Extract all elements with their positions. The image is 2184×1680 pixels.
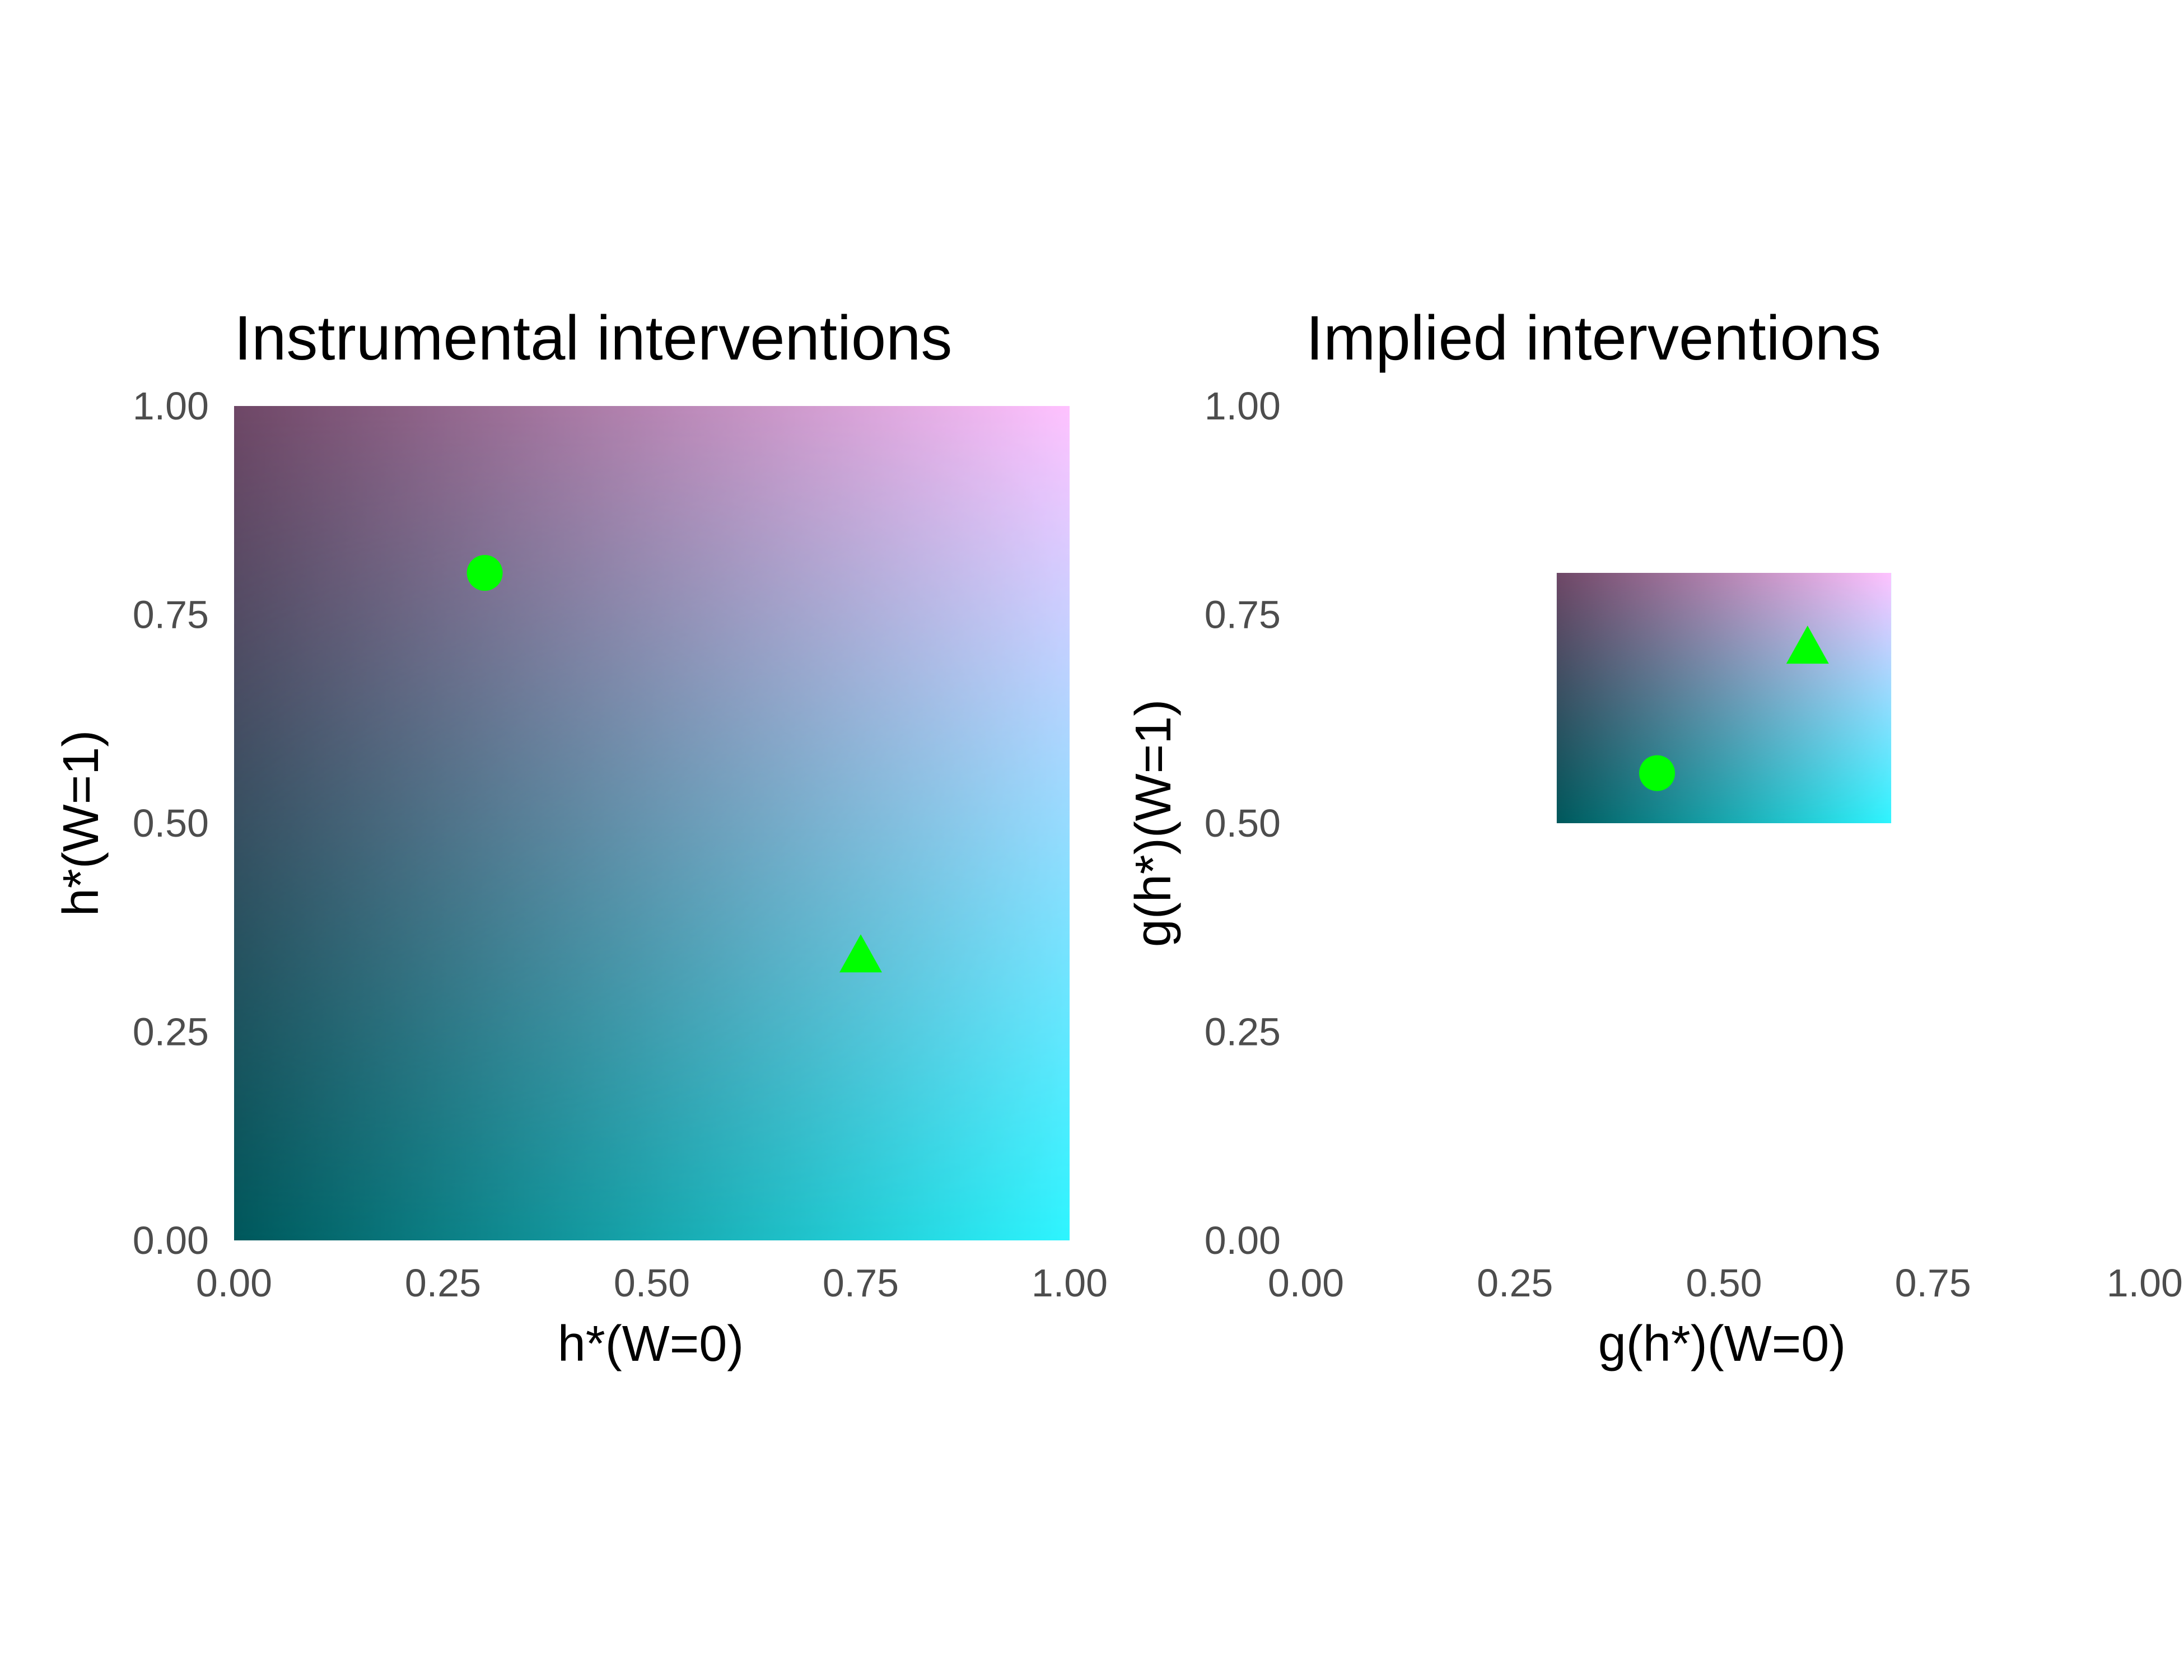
color-region-overlay bbox=[234, 406, 1070, 1240]
y-tick-label: 1.00 bbox=[133, 384, 209, 428]
color-region-overlay bbox=[1556, 573, 1892, 823]
x-tick-labels: 0.00 0.25 0.50 0.75 1.00 bbox=[196, 1261, 1108, 1305]
y-tick-label: 0.25 bbox=[133, 1010, 209, 1054]
y-axis-label: h*(W=1) bbox=[53, 730, 109, 917]
x-axis-label: g(h*)(W=0) bbox=[1598, 1316, 1846, 1372]
y-tick-label: 0.50 bbox=[133, 801, 209, 845]
y-axis-label: g(h*)(W=1) bbox=[1126, 699, 1182, 948]
y-tick-label: 0.75 bbox=[1205, 593, 1281, 637]
y-tick-labels: 0.00 0.25 0.50 0.75 1.00 bbox=[133, 384, 209, 1262]
x-tick-label: 1.00 bbox=[1032, 1261, 1108, 1305]
x-tick-label: 1.00 bbox=[2107, 1261, 2183, 1305]
x-tick-label: 0.25 bbox=[1477, 1261, 1553, 1305]
y-tick-label: 0.50 bbox=[1205, 801, 1281, 845]
x-tick-label: 0.00 bbox=[1268, 1261, 1344, 1305]
panel-title: Instrumental interventions bbox=[234, 303, 952, 373]
y-tick-label: 0.25 bbox=[1205, 1010, 1281, 1054]
y-tick-labels: 0.00 0.25 0.50 0.75 1.00 bbox=[1205, 384, 1281, 1262]
x-tick-label: 0.25 bbox=[405, 1261, 481, 1305]
panel-title: Implied interventions bbox=[1306, 303, 1881, 373]
x-tick-label: 0.75 bbox=[1895, 1261, 1971, 1305]
data-point-circle bbox=[466, 555, 503, 591]
data-point-triangle bbox=[1786, 626, 1829, 664]
panel-instrumental: Instrumental interventions 0.00 0.25 0.5… bbox=[53, 303, 1108, 1372]
y-tick-label: 0.00 bbox=[1205, 1219, 1281, 1262]
y-tick-label: 0.00 bbox=[133, 1219, 209, 1262]
data-point-triangle bbox=[839, 934, 882, 973]
data-point-circle bbox=[1639, 755, 1676, 791]
color-region bbox=[234, 406, 1070, 1240]
panel-implied: Implied interventions 0.00 0.25 0.50 0.7… bbox=[1126, 303, 2183, 1372]
x-axis-label: h*(W=0) bbox=[558, 1316, 744, 1372]
x-tick-label: 0.50 bbox=[614, 1261, 690, 1305]
color-region bbox=[1556, 573, 1892, 823]
x-tick-label: 0.50 bbox=[1686, 1261, 1762, 1305]
y-tick-label: 1.00 bbox=[1205, 384, 1281, 428]
y-tick-label: 0.75 bbox=[133, 593, 209, 637]
x-tick-label: 0.00 bbox=[196, 1261, 272, 1305]
x-tick-labels: 0.00 0.25 0.50 0.75 1.00 bbox=[1268, 1261, 2183, 1305]
x-tick-label: 0.75 bbox=[823, 1261, 899, 1305]
